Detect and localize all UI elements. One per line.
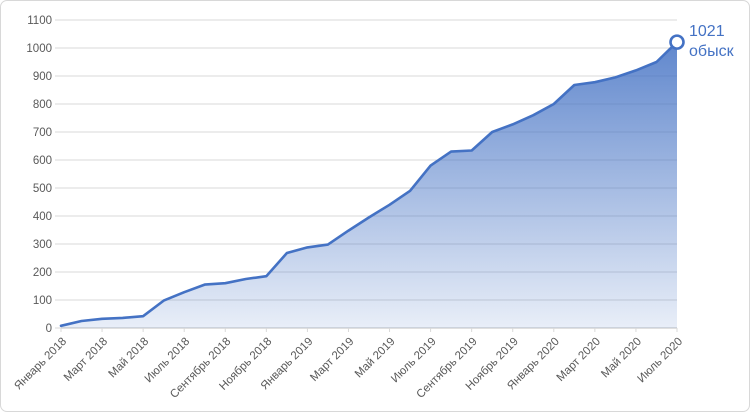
callout-unit: обыск [689,43,734,60]
y-axis-tick-label: 1100 [27,15,52,27]
y-axis-tick-label: 500 [33,183,52,195]
y-axis-tick-label: 200 [33,267,52,279]
x-axis-label: Март 2020 [555,336,603,384]
y-axis-tick-label: 700 [33,127,52,139]
y-axis-tick-label: 0 [46,323,52,335]
y-axis-tick-label: 800 [33,99,52,111]
x-axis-label: Январь 2018 [12,336,69,393]
endpoint-marker [669,34,685,50]
y-axis-tick-label: 100 [33,295,52,307]
area-fill [61,42,677,328]
y-axis-tick-label: 400 [33,211,52,223]
x-axis-label: Март 2018 [62,336,110,384]
series-line [59,40,679,328]
y-axis-tick-label: 600 [33,155,52,167]
y-axis-tick-label: 1000 [26,43,52,55]
y-axis-tick-label: 900 [33,71,52,83]
y-axis-tick-label: 300 [33,239,52,251]
endpoint-callout: 1021 обыск [689,22,734,62]
callout-value: 1021 [689,23,725,40]
x-axis-label: Март 2019 [308,336,356,384]
